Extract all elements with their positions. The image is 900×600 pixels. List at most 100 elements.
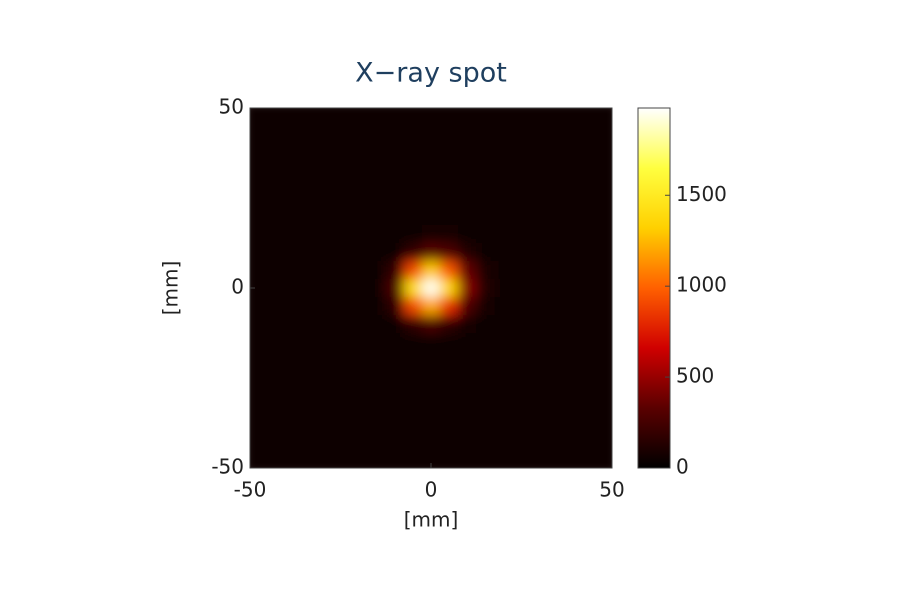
heatmap-cell: [295, 459, 314, 468]
heatmap-cell: [250, 369, 260, 388]
heatmap-cell: [494, 297, 513, 316]
heatmap-cell: [512, 405, 532, 424]
heatmap-cell: [349, 441, 369, 460]
colorbar-tick-label: 500: [676, 364, 714, 388]
heatmap-cell: [421, 117, 441, 136]
heatmap-cell: [421, 108, 441, 118]
heatmap-cell: [349, 243, 369, 262]
heatmap-cell: [566, 117, 586, 136]
heatmap-cell: [295, 171, 314, 190]
heatmap-cell: [512, 387, 532, 406]
heatmap-cell: [367, 225, 387, 244]
heatmap-cell: [250, 387, 260, 406]
heatmap-cell: [277, 261, 296, 280]
heatmap-cell: [440, 405, 459, 424]
heatmap-cell: [367, 108, 387, 118]
heatmap-cell: [250, 333, 260, 352]
heatmap-cell: [259, 225, 278, 244]
heatmap-cell: [512, 279, 532, 298]
heatmap-cell: [566, 297, 586, 316]
heatmap-cell: [331, 171, 351, 190]
heatmap-cell: [403, 351, 423, 370]
heatmap-cell: [512, 189, 532, 208]
heatmap-cell: [476, 279, 495, 298]
heatmap-cell: [367, 405, 387, 424]
heatmap-cell: [250, 405, 260, 424]
heatmap-cell: [512, 225, 532, 244]
heatmap-cell: [584, 225, 604, 244]
heatmap-cell: [331, 261, 351, 280]
heatmap-cell: [458, 117, 477, 136]
heatmap-cell: [367, 333, 387, 352]
heatmap-cell: [530, 153, 550, 172]
heatmap-cell: [494, 135, 513, 154]
colorbar-tick-label: 1500: [676, 182, 727, 206]
heatmap-cell: [512, 351, 532, 370]
heatmap-cell: [602, 423, 612, 442]
heatmap-cell: [584, 153, 604, 172]
heatmap-cell: [494, 459, 513, 468]
heatmap-cell: [566, 135, 586, 154]
heatmap-cell: [494, 351, 513, 370]
heatmap-cell: [331, 153, 351, 172]
heatmap-cell: [277, 153, 296, 172]
heatmap-cell: [367, 315, 387, 334]
heatmap-cell: [277, 135, 296, 154]
heatmap-cell: [566, 261, 586, 280]
heatmap-cell: [548, 117, 568, 136]
heatmap-cell: [458, 243, 477, 262]
heatmap-cell: [331, 207, 351, 226]
heatmap-cell: [530, 369, 550, 388]
heatmap-cell: [259, 108, 278, 118]
heatmap-cell: [440, 369, 459, 388]
heatmap-cell: [385, 297, 405, 316]
heatmap-cell: [277, 387, 296, 406]
heatmap-cell: [530, 459, 550, 468]
heatmap-cell: [530, 387, 550, 406]
heatmap-cell: [548, 351, 568, 370]
heatmap-cell: [313, 189, 332, 208]
heatmap-cell: [566, 315, 586, 334]
heatmap-cell: [602, 315, 612, 334]
heatmap-cell: [584, 333, 604, 352]
heatmap-cell: [458, 261, 477, 280]
heatmap-cell: [295, 441, 314, 460]
heatmap-cell: [512, 207, 532, 226]
heatmap-cell: [440, 279, 459, 298]
heatmap-cell: [259, 297, 278, 316]
heatmap-cell: [584, 279, 604, 298]
heatmap-cell: [259, 423, 278, 442]
heatmap-cell: [530, 351, 550, 370]
heatmap-cell: [295, 405, 314, 424]
heatmap-cell: [385, 315, 405, 334]
heatmap-cell: [440, 135, 459, 154]
heatmap-cell: [277, 405, 296, 424]
heatmap-cell: [421, 369, 441, 388]
heatmap-cell: [403, 225, 423, 244]
heatmap-cell: [476, 369, 495, 388]
heatmap-cell: [602, 297, 612, 316]
heatmap-cell: [403, 333, 423, 352]
heatmap-cell: [277, 333, 296, 352]
heatmap-cell: [584, 423, 604, 442]
y-tick-label: -50: [211, 455, 244, 479]
heatmap-cell: [476, 108, 495, 118]
heatmap-cell: [277, 117, 296, 136]
heatmap-cell: [476, 225, 495, 244]
heatmap-cell: [584, 243, 604, 262]
heatmap-cell: [421, 207, 441, 226]
heatmap-cell: [259, 153, 278, 172]
heatmap-cell: [476, 459, 495, 468]
heatmap-cell: [313, 279, 332, 298]
heatmap-cell: [512, 441, 532, 460]
heatmap-cell: [602, 441, 612, 460]
heatmap-cell: [277, 207, 296, 226]
heatmap-cell: [331, 369, 351, 388]
heatmap-cell: [367, 369, 387, 388]
heatmap-cell: [367, 189, 387, 208]
heatmap-cell: [458, 315, 477, 334]
heatmap-cell: [440, 243, 459, 262]
heatmap-cell: [440, 387, 459, 406]
y-axis-label: [mm]: [159, 261, 183, 316]
heatmap-cell: [259, 189, 278, 208]
